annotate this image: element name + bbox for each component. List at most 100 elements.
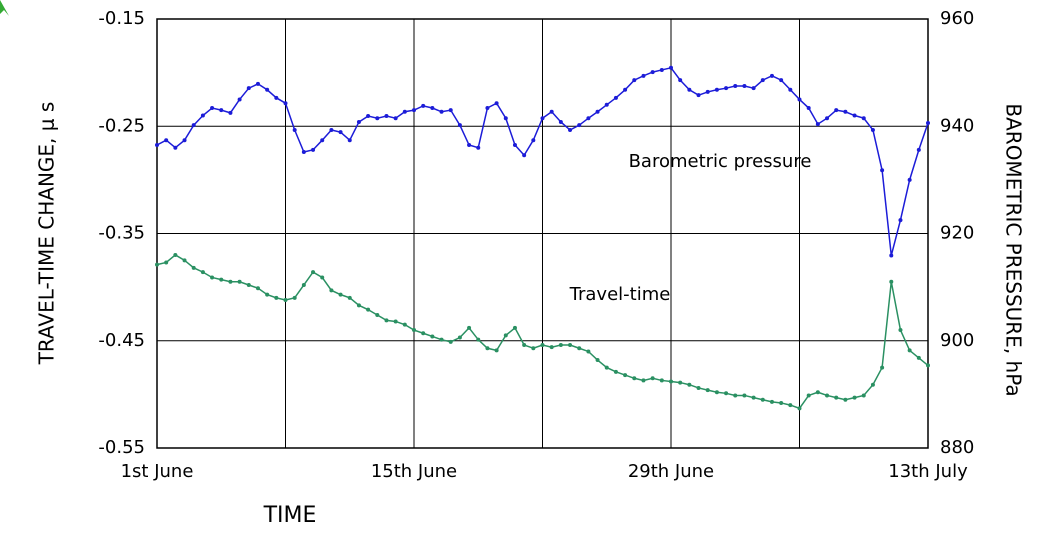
data-point [623,373,628,378]
data-point [696,385,701,390]
annotation: Barometric pressure [629,151,812,172]
data-point [687,382,692,387]
data-point [320,275,325,280]
data-point [852,395,857,400]
data-point [173,252,178,257]
data-point [366,114,371,119]
cursor-icon [0,0,9,16]
data-point [540,116,545,121]
data-point [412,328,416,333]
data-point [274,95,279,100]
data-point [751,395,756,400]
data-point [870,128,875,133]
data-point [402,322,407,327]
data-point [522,343,527,348]
data-point [751,86,756,91]
data-point [742,393,747,398]
data-point [219,277,224,282]
data-point [246,282,251,287]
data-point [375,313,380,318]
data-point [843,109,848,114]
data-point [678,78,683,83]
data-point [265,87,270,92]
data-point [724,391,729,396]
data-point [485,106,490,111]
data-point [577,123,582,128]
x-tick-label: 29th June [628,461,714,482]
data-point [880,168,885,173]
data-point [568,343,573,348]
data-point [852,113,857,118]
y-tick-label: -0.25 [98,115,145,136]
data-point [356,119,361,124]
data-point [586,349,591,354]
data-point [632,78,637,83]
data-point [228,110,233,115]
data-point [292,295,297,300]
data-point [623,87,628,92]
data-point [926,121,930,126]
y2-tick-label: 900 [940,330,974,351]
data-point [494,348,499,353]
data-point [613,369,618,374]
data-point [191,123,196,128]
data-point [173,145,178,150]
y-tick-label: -0.55 [98,437,145,458]
data-point [898,218,903,223]
y2-tick-label: 880 [940,437,974,458]
data-point [320,138,325,143]
x-tick-label: 1st June [121,461,194,482]
data-point [613,95,618,100]
data-point [200,270,205,275]
data-point [237,97,242,102]
data-point [485,346,490,351]
data-point [696,93,701,98]
data-point [714,87,719,92]
y2-axis-title: BAROMETRIC PRESSURE, hPa [1002,103,1026,396]
data-point [467,325,472,330]
data-point [659,378,664,383]
x-axis-title: TIME [263,503,317,528]
data-point [595,358,600,363]
data-point [604,102,609,107]
data-point [779,400,784,405]
data-point [889,279,894,284]
data-point [861,393,866,398]
data-point [531,346,536,351]
data-point [329,128,334,133]
data-point [439,337,444,342]
data-point [834,108,839,113]
data-point [880,365,885,370]
data-point [669,65,673,70]
data-point [494,101,499,106]
data-point [191,265,196,270]
data-point [430,106,435,111]
data-point [916,355,921,360]
data-point [412,108,416,113]
data-point [255,286,260,291]
annotation: Travel-time [569,284,671,305]
data-point [503,333,508,338]
data-point [641,73,646,78]
data-point [393,319,398,324]
x-tick-label: 13th July [888,461,968,482]
data-point [568,128,573,133]
data-point [733,84,738,89]
data-point [733,393,738,398]
data-point [164,260,169,265]
data-point [338,292,343,297]
data-point [448,108,453,113]
data-point [678,380,683,385]
data-point [457,335,462,340]
data-point [237,279,242,284]
data-point [347,295,352,300]
data-point [788,87,793,92]
data-point [384,318,389,323]
data-point [301,149,306,154]
data-point [641,378,646,383]
data-point [659,67,664,72]
y2-tick-label: 920 [940,223,974,244]
data-point [714,390,719,395]
data-point [549,345,554,350]
